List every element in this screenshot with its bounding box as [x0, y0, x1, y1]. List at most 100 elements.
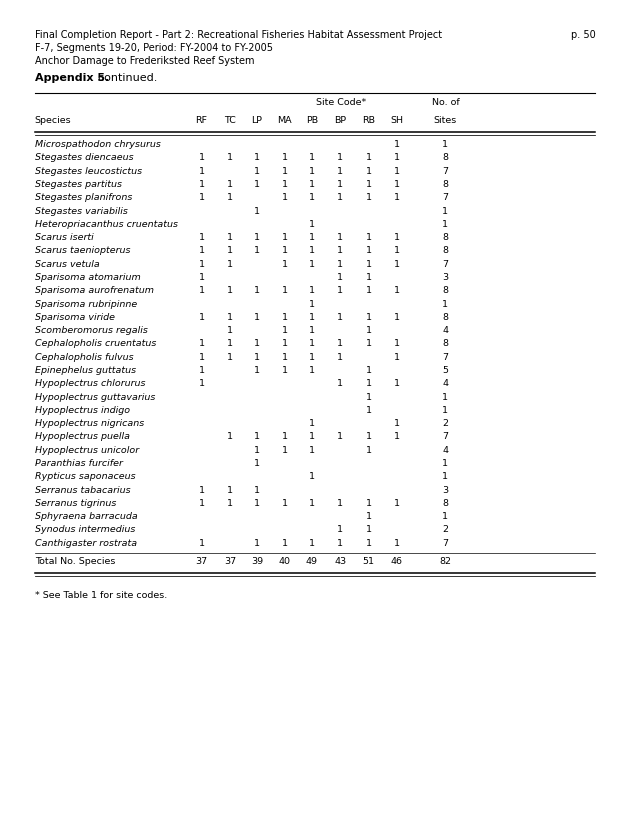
- Text: 1: 1: [309, 539, 315, 548]
- Text: 1: 1: [282, 193, 288, 202]
- Text: 1: 1: [198, 233, 205, 242]
- Text: 1: 1: [394, 246, 400, 255]
- Text: 1: 1: [365, 260, 372, 269]
- Text: 1: 1: [365, 246, 372, 255]
- Text: 1: 1: [227, 286, 233, 295]
- Text: 1: 1: [365, 446, 372, 455]
- Text: 1: 1: [309, 419, 315, 428]
- Text: 1: 1: [394, 419, 400, 428]
- Text: 1: 1: [309, 339, 315, 349]
- Text: 1: 1: [282, 260, 288, 269]
- Text: 1: 1: [309, 366, 315, 375]
- Text: 7: 7: [442, 539, 449, 548]
- Text: Stegastes partitus: Stegastes partitus: [35, 180, 122, 189]
- Text: 1: 1: [198, 379, 205, 388]
- Text: 1: 1: [365, 499, 372, 508]
- Text: Site Code*: Site Code*: [316, 98, 366, 107]
- Text: 1: 1: [309, 246, 315, 255]
- Text: 1: 1: [309, 167, 315, 176]
- Text: 1: 1: [309, 233, 315, 242]
- Text: 82: 82: [439, 557, 452, 566]
- Text: 1: 1: [365, 153, 372, 162]
- Text: 1: 1: [365, 512, 372, 521]
- Text: Scarus taeniopterus: Scarus taeniopterus: [35, 246, 130, 255]
- Text: BP: BP: [334, 116, 347, 125]
- Text: 1: 1: [227, 339, 233, 349]
- Text: TC: TC: [224, 116, 236, 125]
- Text: Paranthias furcifer: Paranthias furcifer: [35, 459, 122, 468]
- Text: 1: 1: [282, 153, 288, 162]
- Text: 1: 1: [365, 167, 372, 176]
- Text: Anchor Damage to Frederiksted Reef System: Anchor Damage to Frederiksted Reef Syste…: [35, 56, 254, 66]
- Text: 1: 1: [309, 433, 315, 442]
- Text: 1: 1: [365, 393, 372, 402]
- Text: 1: 1: [337, 286, 343, 295]
- Text: 1: 1: [254, 353, 260, 362]
- Text: * See Table 1 for site codes.: * See Table 1 for site codes.: [35, 591, 167, 600]
- Text: continued.: continued.: [91, 73, 158, 83]
- Text: Sparisoma aurofrenatum: Sparisoma aurofrenatum: [35, 286, 154, 295]
- Text: Cephalopholis cruentatus: Cephalopholis cruentatus: [35, 339, 156, 349]
- Text: 46: 46: [391, 557, 403, 566]
- Text: 1: 1: [254, 167, 260, 176]
- Text: 1: 1: [198, 273, 205, 282]
- Text: 1: 1: [198, 353, 205, 362]
- Text: 1: 1: [227, 153, 233, 162]
- Text: 1: 1: [254, 313, 260, 322]
- Text: Cephalopholis fulvus: Cephalopholis fulvus: [35, 353, 134, 362]
- Text: 1: 1: [198, 167, 205, 176]
- Text: 1: 1: [309, 446, 315, 455]
- Text: 1: 1: [394, 153, 400, 162]
- Text: 4: 4: [442, 326, 449, 335]
- Text: 1: 1: [337, 167, 343, 176]
- Text: Hypoplectrus chlorurus: Hypoplectrus chlorurus: [35, 379, 145, 388]
- Text: 39: 39: [251, 557, 263, 566]
- Text: 4: 4: [442, 446, 449, 455]
- Text: 8: 8: [442, 313, 449, 322]
- Text: Stegastes planifrons: Stegastes planifrons: [35, 193, 132, 202]
- Text: 1: 1: [198, 153, 205, 162]
- Text: 1: 1: [309, 220, 315, 229]
- Text: Serranus tigrinus: Serranus tigrinus: [35, 499, 116, 508]
- Text: SH: SH: [391, 116, 403, 125]
- Text: 1: 1: [337, 273, 343, 282]
- Text: 1: 1: [198, 286, 205, 295]
- Text: LP: LP: [251, 116, 263, 125]
- Text: 1: 1: [365, 286, 372, 295]
- Text: 1: 1: [254, 459, 260, 468]
- Text: 1: 1: [254, 233, 260, 242]
- Text: 1: 1: [309, 260, 315, 269]
- Text: 40: 40: [278, 557, 291, 566]
- Text: 1: 1: [198, 260, 205, 269]
- Text: 1: 1: [254, 286, 260, 295]
- Text: Sites: Sites: [434, 116, 457, 125]
- Text: 1: 1: [227, 193, 233, 202]
- Text: 1: 1: [198, 180, 205, 189]
- Text: 1: 1: [394, 379, 400, 388]
- Text: 1: 1: [309, 326, 315, 335]
- Text: 7: 7: [442, 167, 449, 176]
- Text: 1: 1: [227, 353, 233, 362]
- Text: 1: 1: [394, 286, 400, 295]
- Text: 37: 37: [224, 557, 236, 566]
- Text: Total No. Species: Total No. Species: [35, 557, 115, 566]
- Text: 1: 1: [337, 233, 343, 242]
- Text: Heteropriacanthus cruentatus: Heteropriacanthus cruentatus: [35, 220, 178, 229]
- Text: 1: 1: [254, 207, 260, 216]
- Text: 1: 1: [365, 313, 372, 322]
- Text: Microspathodon chrysurus: Microspathodon chrysurus: [35, 140, 161, 149]
- Text: Species: Species: [35, 116, 71, 125]
- Text: 8: 8: [442, 180, 449, 189]
- Text: 1: 1: [337, 433, 343, 442]
- Text: 1: 1: [442, 140, 449, 149]
- Text: Canthigaster rostrata: Canthigaster rostrata: [35, 539, 137, 548]
- Text: 1: 1: [337, 526, 343, 535]
- Text: Synodus intermedius: Synodus intermedius: [35, 526, 135, 535]
- Text: 1: 1: [337, 246, 343, 255]
- Text: 8: 8: [442, 499, 449, 508]
- Text: 1: 1: [442, 406, 449, 415]
- Text: 1: 1: [282, 313, 288, 322]
- Text: 1: 1: [309, 153, 315, 162]
- Text: 1: 1: [282, 446, 288, 455]
- Text: 8: 8: [442, 286, 449, 295]
